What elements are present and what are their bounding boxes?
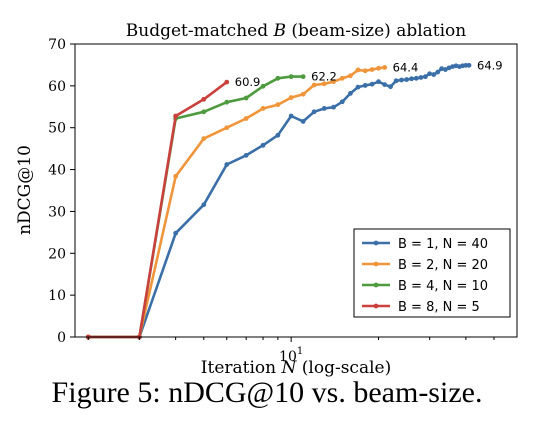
data-point [224, 99, 230, 105]
legend-label: B = 2, N = 20 [398, 258, 488, 273]
data-point [224, 79, 230, 85]
data-point [439, 66, 445, 72]
data-point [355, 84, 361, 90]
y-tick-label: 40 [48, 163, 66, 179]
data-point [388, 84, 393, 90]
legend-label: B = 4, N = 10 [398, 279, 488, 294]
data-point [418, 75, 424, 80]
figure-caption: Figure 5: nDCG@10 vs. beam-size. [51, 376, 483, 409]
data-point [288, 95, 294, 100]
series-layer: 64.9 64.4 62.2 60.9 [85, 58, 503, 340]
legend-marker [373, 261, 379, 267]
y-tick-label: 0 [57, 330, 66, 346]
x-axis-label: Iteration N (log-scale) [201, 358, 391, 378]
data-point [300, 74, 306, 80]
data-point [275, 75, 281, 81]
data-point [331, 79, 336, 85]
data-point [369, 67, 375, 72]
data-point [311, 82, 317, 88]
data-point [382, 65, 388, 70]
series-line-2 [88, 66, 385, 339]
data-point [173, 113, 179, 119]
y-axis-label: nDCG@10 [15, 145, 35, 235]
legend-marker [373, 240, 379, 246]
y-axis: 0 10 20 30 40 50 60 70 [48, 37, 75, 346]
data-point [399, 77, 404, 83]
legend-label: B = 1, N = 40 [398, 237, 488, 252]
data-point [347, 90, 353, 96]
data-point [355, 67, 361, 73]
legend-label: B = 8, N = 5 [398, 300, 480, 315]
data-point [431, 72, 437, 77]
y-tick-label: 30 [48, 204, 66, 220]
y-tick-label: 70 [48, 37, 66, 53]
data-point [275, 132, 281, 138]
data-point [288, 113, 294, 119]
end-value-label: 64.9 [477, 58, 503, 72]
data-point [376, 65, 381, 71]
data-point [369, 81, 375, 87]
data-point [243, 95, 249, 101]
data-point [404, 77, 410, 82]
end-value-label: 64.4 [393, 60, 419, 74]
y-tick-label: 60 [48, 79, 66, 95]
data-point [224, 162, 230, 167]
data-point [201, 136, 207, 141]
data-point [413, 75, 419, 81]
data-point [422, 74, 428, 80]
data-point [260, 106, 266, 111]
data-point [382, 82, 388, 88]
series-line-3 [88, 75, 304, 339]
data-point [376, 79, 381, 85]
data-point [243, 116, 249, 121]
end-value-label: 60.9 [235, 75, 261, 89]
legend-marker [373, 282, 379, 288]
data-point [347, 73, 353, 79]
data-point [339, 99, 345, 105]
data-point [260, 142, 266, 148]
data-point [321, 81, 327, 87]
data-point [300, 91, 306, 97]
y-tick-label: 50 [48, 121, 66, 137]
data-point [201, 202, 207, 208]
y-tick-label: 10 [48, 288, 66, 304]
legend-marker [373, 303, 379, 309]
data-point [275, 102, 281, 108]
data-point [409, 76, 414, 82]
end-value-label: 62.2 [311, 70, 337, 84]
series-line-4 [88, 81, 228, 339]
data-point [393, 78, 399, 84]
data-point [443, 67, 448, 72]
data-point [331, 104, 336, 110]
data-point [339, 75, 345, 81]
data-point [173, 230, 179, 236]
plot-frame [74, 43, 518, 338]
data-point [260, 83, 266, 89]
data-point [466, 62, 472, 68]
data-point [362, 83, 368, 88]
data-point [311, 109, 317, 115]
chart-title: Budget-matched B (beam-size) ablation [126, 21, 467, 41]
data-point [362, 68, 368, 74]
data-point [201, 96, 207, 102]
legend: B = 1, N = 40 B = 2, N = 20 B = 4, N = 10 B… [353, 228, 511, 318]
data-point [321, 106, 327, 111]
data-point [224, 125, 230, 131]
data-point [201, 109, 207, 115]
data-point [300, 119, 306, 124]
data-point [435, 69, 441, 75]
y-tick-label: 20 [48, 246, 66, 262]
data-point [288, 74, 294, 80]
data-point [427, 71, 433, 77]
data-point [173, 173, 179, 179]
data-point [243, 152, 249, 158]
